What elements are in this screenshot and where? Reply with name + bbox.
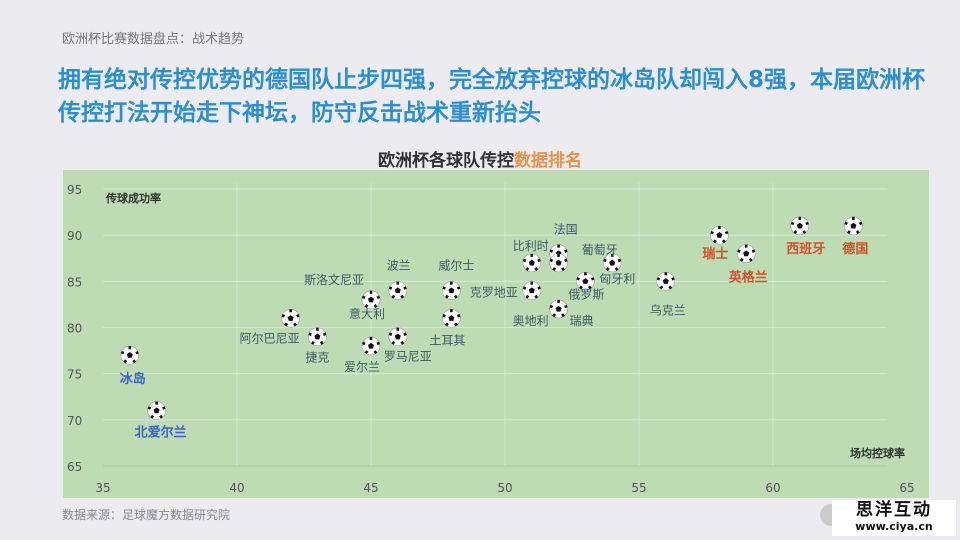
- x-tick-label: 35: [95, 481, 110, 495]
- x-tick-label: 65: [899, 481, 914, 495]
- team-label: 波兰: [387, 259, 411, 273]
- x-tick-label: 55: [631, 481, 646, 495]
- team-label: 克罗地亚: [470, 286, 518, 300]
- team-label: 意大利: [349, 306, 385, 321]
- y-tick-label: 65: [67, 460, 82, 474]
- team-label: 瑞典: [570, 314, 594, 328]
- team-label: 土耳其: [429, 333, 465, 347]
- team-label: 匈牙利: [599, 272, 635, 286]
- y-tick-label: 85: [67, 275, 82, 289]
- y-axis-label: 传球成功率: [105, 191, 161, 205]
- soccer-ball-icon: [656, 272, 676, 291]
- soccer-ball-icon: [710, 225, 729, 245]
- team-label: 斯洛文尼亚: [304, 272, 364, 287]
- chart-title-main: 欧洲杯各球队传控: [378, 151, 514, 171]
- soccer-ball-icon: [790, 216, 810, 236]
- team-label: 乌克兰: [650, 302, 686, 317]
- soccer-ball-icon: [361, 336, 381, 356]
- team-label: 法国: [554, 223, 578, 237]
- soccer-ball-icon: [442, 281, 461, 300]
- chart-title: 欧洲杯各球队传控数据排名: [0, 146, 960, 171]
- soccer-ball-icon: [549, 299, 568, 319]
- soccer-ball-icon: [602, 253, 622, 273]
- x-tick-label: 60: [765, 481, 780, 495]
- soccer-ball-icon: [522, 253, 542, 273]
- team-label: 阿尔巴尼亚: [240, 330, 300, 345]
- soccer-ball-icon: [361, 290, 381, 310]
- soccer-ball-icon: [388, 327, 408, 347]
- team-label: 俄罗斯: [568, 287, 604, 301]
- x-tick-label: 50: [497, 481, 512, 495]
- breadcrumb: 欧洲杯比赛数据盘点：战术趋势: [62, 32, 245, 47]
- logo-name: 思洋互动: [856, 500, 932, 520]
- team-label: 冰岛: [120, 371, 146, 387]
- team-label: 奥地利: [513, 314, 549, 328]
- team-label: 罗马尼亚: [384, 350, 432, 364]
- team-label: 瑞士: [702, 246, 728, 262]
- soccer-ball-icon: [147, 401, 166, 420]
- soccer-ball-icon: [308, 327, 327, 347]
- y-tick-label: 80: [67, 322, 82, 336]
- team-label: 爱尔兰: [344, 359, 380, 374]
- team-label: 北爱尔兰: [135, 425, 187, 441]
- team-label: 英格兰: [728, 270, 768, 286]
- soccer-ball-icon: [576, 272, 595, 291]
- soccer-ball-icon: [736, 244, 756, 263]
- team-label: 德国: [842, 241, 868, 257]
- x-axis-label: 场均控球率: [850, 446, 905, 460]
- soccer-ball-icon: [281, 308, 300, 328]
- x-tick-label: 45: [363, 481, 378, 495]
- y-tick-label: 90: [67, 229, 82, 243]
- soccer-ball-icon: [442, 308, 461, 328]
- chart-area: 35 40 45 50 55 60 65 65 70 75 80 85 90 95 传球成功率场均控球率 冰岛…: [63, 170, 929, 498]
- soccer-ball-icon: [120, 345, 140, 365]
- y-tick-label: 70: [67, 414, 82, 428]
- soccer-ball-icon: [388, 281, 408, 300]
- team-label: 西班牙: [786, 241, 825, 257]
- soccer-ball-icon: [844, 216, 863, 236]
- headline: 拥有绝对传控优势的德国队止步四强，完全放弃控球的冰岛队却闯入8强，本届欧洲杯传控…: [58, 67, 926, 126]
- team-label: 捷克: [305, 351, 329, 365]
- y-tick-label: 95: [67, 183, 82, 197]
- data-source: 数据来源：足球魔方数据研究院: [62, 508, 231, 522]
- soccer-ball-icon: [522, 281, 542, 300]
- team-label: 比利时: [513, 239, 549, 253]
- chart-title-accent: 数据排名: [514, 151, 582, 171]
- team-label: 威尔士: [438, 258, 474, 273]
- team-label: 葡萄牙: [582, 243, 618, 257]
- logo-url: www.ciya.cn: [855, 520, 933, 533]
- x-tick-label: 40: [229, 481, 244, 495]
- soccer-ball-icon: [549, 253, 568, 273]
- y-tick-label: 75: [67, 368, 82, 382]
- watermark-logo: 思洋互动 www.ciya.cn: [832, 500, 956, 536]
